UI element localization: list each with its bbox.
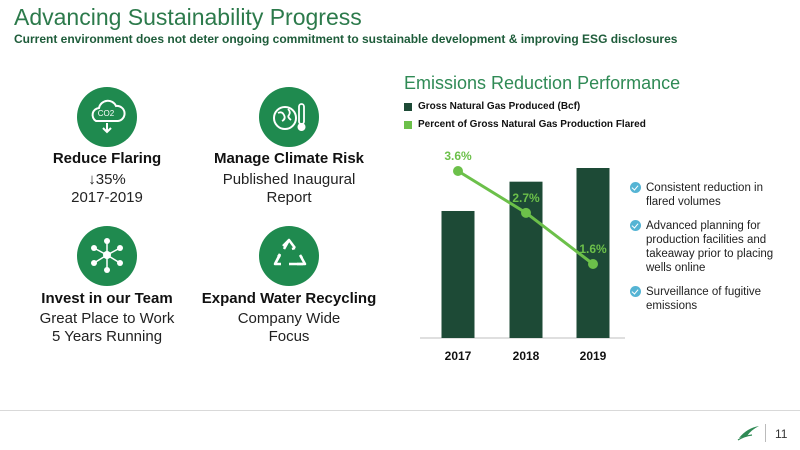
bar-2017 [441,210,475,338]
line-point-2018 [521,207,531,218]
co2-cloud-icon: CO2 [77,87,137,147]
legend-label-bars: Gross Natural Gas Produced (Bcf) [418,101,581,112]
check-icon [630,286,641,297]
item-text-line2: 2017-2019 [71,189,143,206]
svg-text:CO2: CO2 [98,109,115,118]
item-text-line1: Company Wide [237,310,341,327]
line-point-2017 [453,166,463,176]
legend-swatch-bars [404,102,412,111]
line-point-2019 [588,259,598,269]
bullet-item: Surveillance of fugitive emissions [630,285,790,313]
bar-2019 [576,168,610,338]
item-title-invest-in-team: Invest in our Team [41,290,173,307]
item-text-line2: Focus [268,328,310,345]
page-number: 11 [775,427,788,441]
x-tick-label-2017: 2017 [445,349,472,363]
data-label-2019: 1.6% [579,242,607,256]
item-title-expand-water-recycling: Expand Water Recycling [201,290,377,307]
recycle-icon [259,226,319,286]
item-title-reduce-flaring: Reduce Flaring [52,150,162,167]
chart-title: Emissions Reduction Performance [404,73,681,93]
legend-item-bars: Gross Natural Gas Produced (Bcf) [404,101,580,112]
company-logo-icon [737,426,759,441]
item-text-line1: Great Place to Work [39,310,175,327]
page-title: Advancing Sustainability Progress [14,4,362,30]
check-icon [630,182,641,193]
bullet-item: Advanced planning for production facilit… [630,219,790,275]
team-network-icon [77,226,137,286]
x-tick-label-2018: 2018 [513,349,540,363]
legend-item-line: Percent of Gross Natural Gas Production … [404,119,646,130]
item-text-line1: Published Inaugural [222,171,356,188]
legend-swatch-line [404,120,412,129]
footer-divider [0,410,800,411]
data-label-2017: 3.6% [444,149,472,163]
legend-label-line: Percent of Gross Natural Gas Production … [418,119,646,130]
item-text-line2: 5 Years Running [51,328,163,345]
globe-thermometer-icon [259,87,319,147]
item-text-line1: ↓35% [88,171,126,188]
data-label-2018: 2.7% [512,191,540,205]
bullet-text: Consistent reduction in flared volumes [646,182,763,208]
item-text-line2: Report [266,189,312,206]
x-tick-label-2019: 2019 [580,349,607,363]
bullet-text: Advanced planning for production facilit… [646,220,774,274]
check-icon [630,220,641,231]
item-title-manage-climate-risk: Manage Climate Risk [213,150,365,167]
bullet-text: Surveillance of fugitive emissions [646,286,762,312]
page-subtitle: Current environment does not deter ongoi… [14,32,678,46]
bullet-item: Consistent reduction in flared volumes [630,181,790,209]
footer-separator [765,424,766,442]
